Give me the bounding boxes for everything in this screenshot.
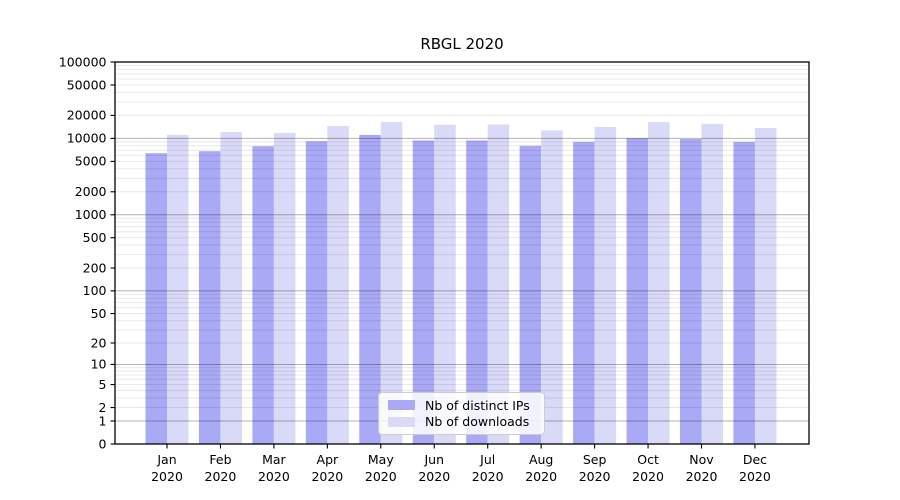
legend-swatch-downloads-icon xyxy=(388,416,415,427)
bar-downloads-mar xyxy=(273,132,296,444)
x-tick-label-month: Apr xyxy=(317,452,339,467)
y-tick-label: 5 xyxy=(99,377,107,392)
y-tick-label: 20000 xyxy=(67,108,107,123)
bar-ips-aug xyxy=(519,145,542,444)
y-tick-label: 0 xyxy=(99,436,107,451)
bar-ips-apr xyxy=(305,141,328,444)
y-tick-label: 1000 xyxy=(75,207,107,222)
bar-downloads-jan xyxy=(167,134,189,444)
x-tick-label-month: Dec xyxy=(743,452,767,467)
bar-downloads-sep xyxy=(594,126,617,444)
legend-label-downloads: Nb of downloads xyxy=(425,414,530,430)
y-tick-label: 5000 xyxy=(75,154,107,169)
x-tick-label-year: 2020 xyxy=(258,469,290,484)
bar-ips-sep xyxy=(573,141,595,444)
x-tick-label-year: 2020 xyxy=(739,469,771,484)
y-tick-label: 50000 xyxy=(67,77,107,92)
x-tick-label-year: 2020 xyxy=(311,469,343,484)
x-tick-label-year: 2020 xyxy=(579,469,611,484)
bar-ips-jun xyxy=(412,140,435,444)
y-tick-label: 20 xyxy=(91,335,107,350)
y-tick-label: 100000 xyxy=(59,54,107,69)
bar-ips-feb xyxy=(198,151,221,444)
x-tick-label-month: Jan xyxy=(156,452,176,467)
x-tick-label-month: Mar xyxy=(262,452,286,467)
y-tick-label: 100 xyxy=(83,283,107,298)
y-tick-label: 200 xyxy=(83,260,107,275)
y-tick-label: 2 xyxy=(99,400,107,415)
x-tick-label-year: 2020 xyxy=(205,469,237,484)
x-tick-label-month: May xyxy=(368,452,394,467)
bar-ips-nov xyxy=(680,139,702,444)
y-tick-label: 50 xyxy=(91,306,107,321)
bar-downloads-apr xyxy=(327,126,349,445)
x-tick-label-year: 2020 xyxy=(632,469,664,484)
bar-downloads-oct xyxy=(648,121,670,444)
y-tick-label: 2000 xyxy=(75,184,107,199)
chart-title: RBGL 2020 xyxy=(420,35,504,53)
legend-swatch-distinct-ips-icon xyxy=(388,400,415,411)
bar-ips-jul xyxy=(466,140,488,444)
x-tick-label-month: Aug xyxy=(529,452,553,467)
x-tick-label-year: 2020 xyxy=(472,469,504,484)
y-tick-label: 500 xyxy=(83,230,107,245)
bar-downloads-nov xyxy=(701,123,723,444)
y-tick-label: 10 xyxy=(91,357,107,372)
axes-spines xyxy=(114,61,810,445)
legend: Nb of distinct IPs Nb of downloads xyxy=(378,392,545,435)
bar-downloads-may xyxy=(380,121,403,444)
bar-ips-may xyxy=(359,134,381,444)
x-tick-label-year: 2020 xyxy=(418,469,450,484)
x-tick-label-year: 2020 xyxy=(525,469,557,484)
bar-ips-dec xyxy=(733,141,755,444)
y-tick-label: 10000 xyxy=(67,131,107,146)
x-tick-label-month: Oct xyxy=(637,452,659,467)
x-tick-label-month: Sep xyxy=(583,452,607,467)
bar-ips-jan xyxy=(145,153,167,444)
y-tick-label: 1 xyxy=(99,413,107,428)
legend-label-distinct-ips: Nb of distinct IPs xyxy=(425,397,530,413)
bar-downloads-jun xyxy=(434,124,456,444)
bar-downloads-dec xyxy=(754,127,777,445)
bar-downloads-feb xyxy=(220,132,242,444)
bar-downloads-aug xyxy=(541,130,563,445)
bar-ips-mar xyxy=(252,146,274,444)
x-tick-label-year: 2020 xyxy=(365,469,397,484)
x-tick-label-month: Jun xyxy=(423,452,444,467)
x-tick-label-month: Jul xyxy=(479,452,495,467)
bar-downloads-jul xyxy=(487,124,510,444)
legend-item-distinct-ips: Nb of distinct IPs xyxy=(388,398,535,413)
x-tick-label-year: 2020 xyxy=(151,469,183,484)
x-tick-label-month: Nov xyxy=(689,452,714,467)
bar-ips-oct xyxy=(626,138,649,444)
x-tick-label-year: 2020 xyxy=(686,469,718,484)
legend-item-downloads: Nb of downloads xyxy=(388,414,535,429)
x-tick-label-month: Feb xyxy=(209,452,231,467)
